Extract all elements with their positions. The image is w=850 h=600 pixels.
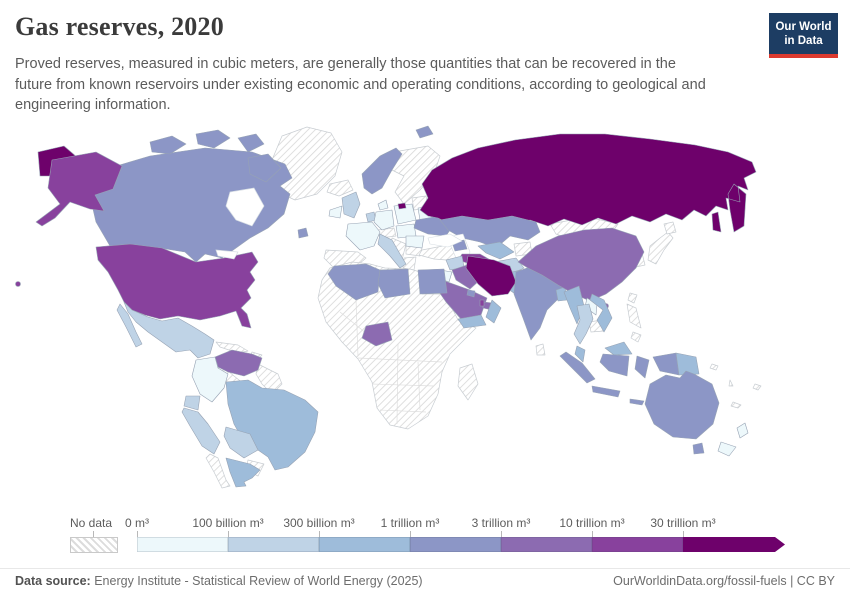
chart-footer: Data source: Energy Institute - Statisti… (15, 574, 835, 588)
owid-logo[interactable]: Our World in Data (769, 13, 838, 59)
country-thailand[interactable] (573, 303, 594, 345)
black-sea (427, 233, 463, 248)
country-united-kingdom[interactable] (341, 191, 361, 219)
owid-logo-stripe (769, 54, 838, 59)
legend-no-data-swatch[interactable] (70, 537, 118, 553)
data-source-label: Data source: (15, 574, 91, 588)
legend-bin-tick (319, 531, 320, 537)
legend-bin-swatch[interactable] (501, 537, 592, 552)
legend-no-data-label: No data (70, 516, 113, 530)
legend-bin-swatch[interactable] (319, 537, 410, 552)
legend-bin-tick (228, 531, 229, 537)
owid-logo-line2: in Data (784, 35, 823, 48)
country-sweden-finland[interactable] (391, 145, 441, 205)
country-russia-kaliningrad[interactable] (397, 202, 407, 210)
country-romania[interactable] (405, 235, 425, 249)
country-italy[interactable] (377, 233, 407, 269)
country-venezuela[interactable] (214, 349, 263, 377)
great-lakes (215, 249, 239, 260)
country-nigeria[interactable] (361, 321, 393, 347)
legend-bin-label: 30 trillion m³ (650, 516, 716, 530)
country-sri-lanka[interactable] (535, 343, 546, 356)
country-algeria[interactable] (327, 263, 381, 301)
country-denmark[interactable] (377, 199, 389, 211)
legend-bin-tick (683, 531, 684, 537)
legend-bin-tick (410, 531, 411, 537)
country-japan[interactable] (647, 231, 674, 265)
country-ireland[interactable] (328, 205, 343, 219)
legend-bin-label: 100 billion m³ (192, 516, 264, 530)
legend-bin-label: 1 trillion m³ (380, 516, 440, 530)
country-madagascar[interactable] (457, 363, 479, 401)
world-map (0, 112, 850, 514)
country-france[interactable] (345, 221, 381, 251)
country-usa-alaska[interactable] (35, 151, 123, 227)
page-title: Gas reserves, 2020 (15, 12, 224, 41)
country-peru[interactable] (181, 407, 221, 455)
legend-bin-tick (137, 531, 138, 537)
country-malaysia[interactable] (574, 341, 633, 363)
hudson-bay (225, 187, 265, 227)
africa-internal-borders (339, 299, 443, 425)
country-new-zealand[interactable] (717, 422, 749, 457)
country-vietnam[interactable] (589, 293, 613, 333)
region-africa-no-data[interactable] (317, 261, 477, 430)
country-colombia[interactable] (191, 356, 229, 403)
country-japan-hokkaido[interactable] (663, 221, 677, 235)
country-iran[interactable] (465, 255, 517, 297)
legend-bin-label: 300 billion m³ (283, 516, 355, 530)
country-indonesia[interactable] (559, 351, 680, 406)
country-chile[interactable] (205, 453, 231, 489)
chart-subtitle: Proved reserves, measured in cubic meter… (15, 56, 706, 114)
legend-bin-tick (592, 531, 593, 537)
country-uzbekistan[interactable] (477, 241, 515, 260)
country-qatar[interactable] (479, 299, 485, 307)
footer-divider (0, 568, 850, 569)
legend-no-data-tick (93, 531, 94, 537)
legend-bin-tick (501, 531, 502, 537)
legend-bin-swatch[interactable] (410, 537, 501, 552)
legend-bin-label: 10 trillion m³ (559, 516, 625, 530)
data-source: Data source: Energy Institute - Statisti… (15, 574, 423, 588)
region-pacific-islands[interactable] (709, 363, 762, 409)
country-ecuador[interactable] (183, 395, 201, 411)
legend-bin-swatch[interactable] (228, 537, 319, 552)
country-usa-hawaii[interactable] (15, 281, 21, 287)
country-oman[interactable] (485, 299, 502, 324)
country-yemen[interactable] (457, 314, 487, 329)
country-philippines[interactable] (626, 303, 642, 329)
country-norway[interactable] (361, 125, 434, 195)
data-source-text: Energy Institute - Statistical Review of… (90, 574, 423, 588)
country-iceland[interactable] (326, 179, 354, 197)
country-taiwan[interactable] (627, 292, 638, 304)
legend-bin-swatch[interactable] (592, 537, 683, 552)
country-australia[interactable] (644, 370, 720, 455)
country-china[interactable] (517, 227, 645, 302)
country-germany[interactable] (373, 209, 395, 231)
legend-bin-swatch[interactable] (683, 537, 785, 552)
country-bolivia[interactable] (223, 426, 259, 459)
map-legend: No data 0 m³ 100 billion m³ 300 billion m³… (0, 515, 850, 555)
country-brazil[interactable] (225, 379, 319, 471)
country-mexico[interactable] (116, 301, 215, 359)
country-egypt[interactable] (417, 268, 448, 295)
country-libya[interactable] (377, 268, 411, 299)
country-philippines-south[interactable] (630, 331, 642, 343)
legend-bin-swatch[interactable] (137, 537, 228, 552)
footer-link[interactable]: OurWorldinData.org/fossil-fuels | CC BY (613, 574, 835, 588)
country-greenland[interactable] (271, 126, 343, 201)
country-argentina[interactable] (225, 457, 261, 488)
country-papua-new-guinea[interactable] (675, 352, 700, 376)
owid-logo-line1: Our World (775, 21, 832, 33)
legend-bin-label: 0 m³ (125, 516, 149, 530)
legend-bin-label: 3 trillion m³ (471, 516, 531, 530)
country-kuwait[interactable] (466, 289, 476, 298)
country-canada-islands[interactable] (149, 129, 309, 239)
